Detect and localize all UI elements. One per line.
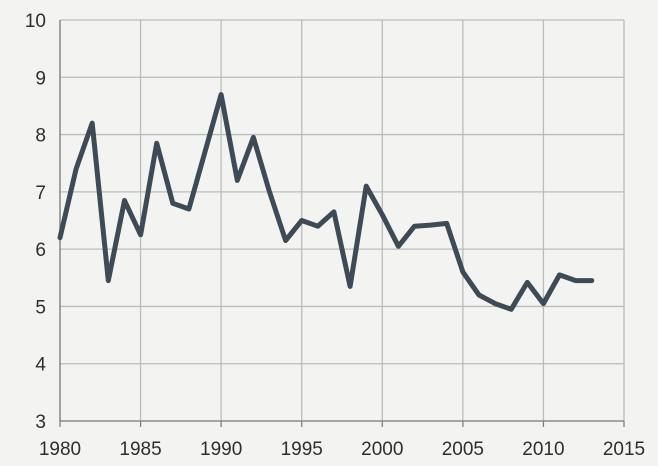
chart-grid bbox=[59, 19, 625, 422]
y-tick-label: 8 bbox=[35, 126, 46, 147]
y-tick-labels: 3 4 5 6 7 8 9 10 bbox=[25, 11, 47, 433]
y-tick-label: 4 bbox=[35, 355, 46, 376]
chart-series bbox=[57, 92, 595, 312]
x-tick-label: 2015 bbox=[603, 439, 645, 460]
y-tick-label: 5 bbox=[35, 297, 46, 318]
y-tick-label: 3 bbox=[35, 412, 46, 433]
chart-axes bbox=[59, 20, 625, 427]
x-tick-label: 2010 bbox=[522, 439, 564, 460]
x-tick-label: 2005 bbox=[442, 439, 484, 460]
y-tick-label: 10 bbox=[25, 11, 46, 32]
y-tick-label: 7 bbox=[35, 183, 46, 204]
y-tick-label: 6 bbox=[35, 240, 46, 261]
x-tick-label: 1995 bbox=[281, 439, 323, 460]
x-tick-label: 2000 bbox=[361, 439, 403, 460]
x-tick-labels: 1980 1985 1990 1995 2000 2005 2010 2015 bbox=[39, 439, 645, 460]
x-tick-label: 1980 bbox=[39, 439, 81, 460]
y-tick-label: 9 bbox=[35, 68, 46, 89]
x-tick-label: 1990 bbox=[200, 439, 242, 460]
series-line bbox=[57, 92, 595, 312]
x-tick-label: 1985 bbox=[119, 439, 161, 460]
